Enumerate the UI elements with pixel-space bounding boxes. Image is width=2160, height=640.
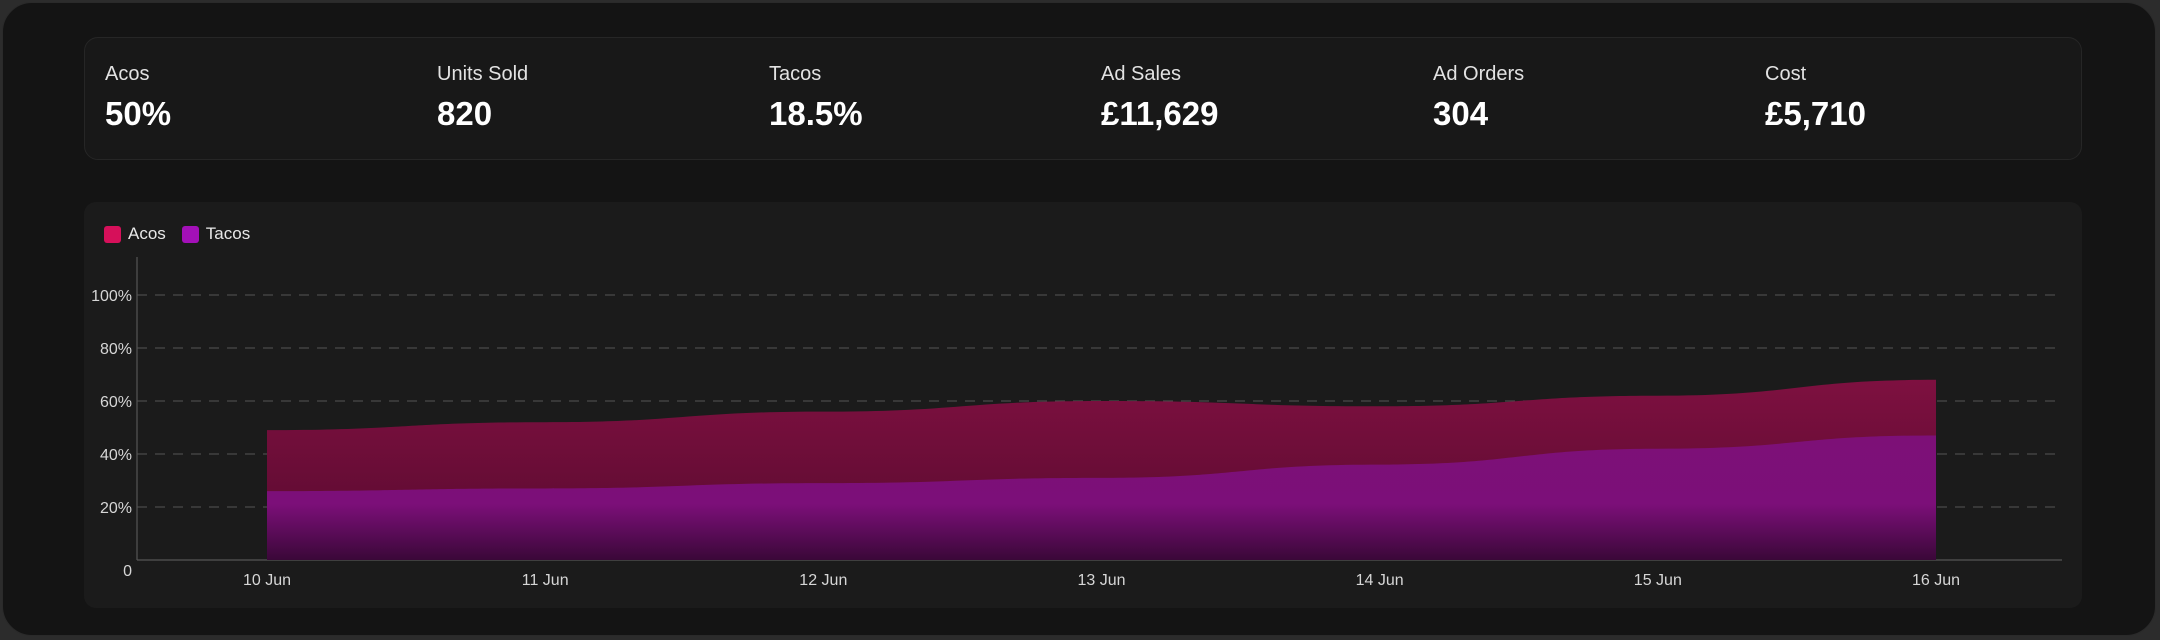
kpi-label: Cost <box>1765 63 1807 85</box>
legend-item-acos[interactable]: Acos <box>104 224 166 244</box>
kpi-tacos: Tacos 18.5% <box>769 60 863 134</box>
chart-legend: Acos Tacos <box>104 224 250 244</box>
x-tick-label: 11 Jun <box>522 572 569 589</box>
kpi-label: Units Sold <box>437 63 529 85</box>
legend-swatch <box>104 225 121 243</box>
legend-swatch <box>181 225 199 243</box>
kpi-value: 18.5% <box>769 95 863 132</box>
chart-card: Acos Tacos 0 20% 40% 60% 80% 100% 10 Jun 11 Jun… <box>84 202 2082 608</box>
area-series-tacos <box>267 435 1936 560</box>
kpi-label: Ad Orders <box>1433 63 1525 85</box>
legend-item-tacos[interactable]: Tacos <box>181 224 251 244</box>
y-tick-label: 100% <box>91 288 132 305</box>
legend-label: Tacos <box>205 224 251 243</box>
x-tick-label: 16 Jun <box>1912 572 1960 589</box>
kpi-label: Ad Sales <box>1101 63 1182 85</box>
y-tick-label: 40% <box>100 447 132 464</box>
kpi-cost: Cost £5,710 <box>1765 60 1866 134</box>
kpi-value: £5,710 <box>1765 95 1866 132</box>
kpi-summary-card: Acos 50% Units Sold 820 Tacos 18.5% Ad S… <box>84 37 2082 160</box>
y-tick-label: 20% <box>100 500 132 517</box>
kpi-value: £11,629 <box>1101 95 1219 132</box>
kpi-units-sold: Units Sold 820 <box>437 60 528 134</box>
x-tick-label: 10 Jun <box>243 572 291 589</box>
x-tick-label: 15 Jun <box>1634 572 1682 589</box>
kpi-ad-sales: Ad Sales £11,629 <box>1101 60 1218 134</box>
area-chart: 0 20% 40% 60% 80% 100% 10 Jun 11 Jun 12 Jun 13 Ju… <box>91 257 2062 589</box>
y-tick-label: 60% <box>100 394 132 411</box>
x-tick-label: 12 Jun <box>799 572 847 589</box>
kpi-value: 820 <box>437 95 493 132</box>
kpi-value: 304 <box>1433 95 1489 132</box>
kpi-label: Acos <box>105 63 150 85</box>
y-tick-label: 0 <box>123 563 132 580</box>
y-tick-label: 80% <box>100 341 132 358</box>
x-tick-label: 14 Jun <box>1356 572 1404 589</box>
kpi-ad-orders: Ad Orders 304 <box>1433 60 1524 134</box>
legend-label: Acos <box>128 224 166 243</box>
kpi-acos: Acos 50% <box>105 60 171 134</box>
kpi-label: Tacos <box>769 63 822 85</box>
kpi-value: 50% <box>105 95 172 132</box>
x-tick-label: 13 Jun <box>1077 572 1125 589</box>
